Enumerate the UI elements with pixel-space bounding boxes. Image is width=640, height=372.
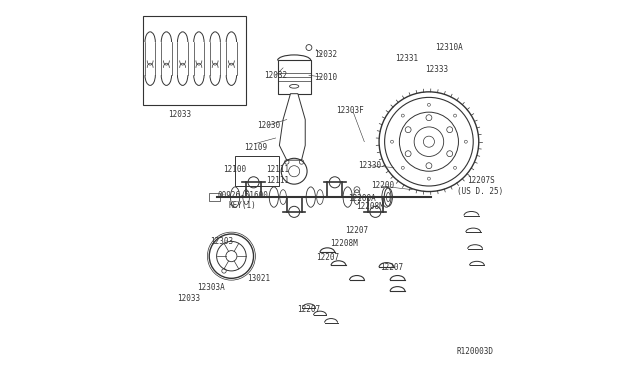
Text: 12208M: 12208M [356,202,384,211]
Text: 12033: 12033 [168,109,191,119]
Text: 12200A: 12200A [349,195,376,203]
Text: 12100: 12100 [223,165,246,174]
Text: 12207: 12207 [298,305,321,314]
Text: 12303A: 12303A [197,283,225,292]
Text: 12207: 12207 [316,253,339,263]
Bar [143,16,246,105]
Bar [235,157,280,186]
Text: 12111: 12111 [266,176,289,185]
Text: 12208M: 12208M [330,239,358,248]
Text: 12200: 12200 [371,182,394,190]
Text: 12109: 12109 [244,143,267,152]
Text: 12207S
(US D. 25): 12207S (US D. 25) [458,176,504,196]
Text: 12033: 12033 [177,294,200,303]
Text: 12331: 12331 [396,54,419,63]
Text: 13021: 13021 [248,274,271,283]
Text: 00926-51600
KEY(1): 00926-51600 KEY(1) [217,191,268,211]
Text: R120003D: R120003D [456,347,493,356]
Text: 12030: 12030 [257,121,280,129]
Bar [278,61,311,94]
Text: 12207: 12207 [346,226,369,235]
Text: 12333: 12333 [425,65,448,74]
Text: 12010: 12010 [314,73,337,81]
Text: 12303: 12303 [211,237,234,246]
Text: 12303F: 12303F [335,106,364,115]
Text: 12111: 12111 [266,165,289,174]
Text: 12330: 12330 [358,161,381,170]
Text: 12207: 12207 [380,263,404,272]
Text: 12032: 12032 [264,71,287,80]
Bar [209,193,220,201]
Polygon shape [280,94,305,160]
Text: 12310A: 12310A [435,43,463,52]
Text: 12032: 12032 [314,51,337,60]
